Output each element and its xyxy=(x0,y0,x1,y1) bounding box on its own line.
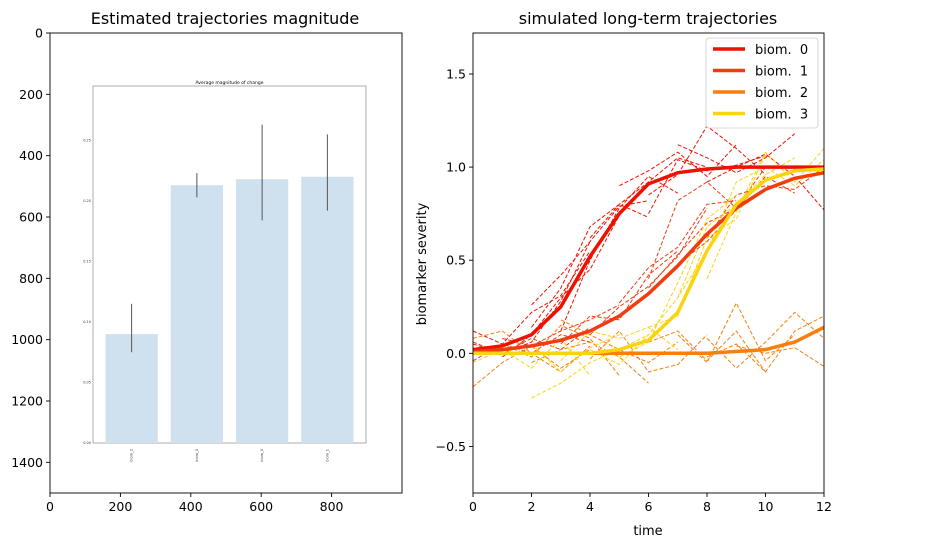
inset-bar xyxy=(301,176,354,444)
right-x-ticks: 0 2 4 6 8 10 12 xyxy=(469,493,832,514)
legend-label: biom. 3 xyxy=(755,108,808,123)
x-tick-label: 2 xyxy=(528,499,536,514)
inset-bar xyxy=(170,185,223,444)
series-line xyxy=(473,170,824,354)
sample-trajectory xyxy=(648,155,766,214)
sample-trajectory xyxy=(618,200,737,304)
sample-trajectory xyxy=(706,159,824,252)
sample-trajectory xyxy=(589,207,708,336)
inset-y-tick-label: 0.25 xyxy=(83,139,91,143)
legend-items: biom. 0 biom. 1 biom. 2 biom. 3 xyxy=(713,43,808,123)
inset-bar-chart: Average magnitude of change 0.00 0.05 0.10… xyxy=(83,80,367,462)
legend-box xyxy=(705,37,819,129)
x-tick-label: 200 xyxy=(108,499,132,514)
y-axis-label: biomarker severity xyxy=(415,202,430,325)
series-line xyxy=(473,167,824,356)
x-tick-label: 6 xyxy=(645,499,653,514)
x-tick-label: 0 xyxy=(46,499,54,514)
y-tick-label: 0 xyxy=(35,26,43,41)
y-tick-label: 1000 xyxy=(11,332,43,347)
inset-x-label: biom_1 xyxy=(325,449,329,462)
y-tick-label: 1.0 xyxy=(446,160,466,175)
y-tick-label: 600 xyxy=(19,210,43,225)
sample-trajectory xyxy=(473,345,591,388)
inset-error-bars xyxy=(131,124,328,353)
x-tick-label: 4 xyxy=(586,499,594,514)
inset-x-label: biom_0 xyxy=(260,449,264,462)
x-tick-label: 12 xyxy=(816,499,832,514)
x-tick-label: 800 xyxy=(320,499,344,514)
inset-title: Average magnitude of change xyxy=(195,80,263,86)
sample-trajectory xyxy=(560,250,679,345)
right-y-ticks: −0.5 0.0 0.5 1.0 1.5 xyxy=(436,66,473,454)
x-tick-label: 600 xyxy=(249,499,273,514)
inset-bars xyxy=(105,176,354,444)
sample-trajectory xyxy=(501,215,620,358)
sample-trajectory xyxy=(677,133,796,174)
inset-bar xyxy=(236,179,289,443)
sample-trajectory xyxy=(619,144,737,187)
inset-x-label: biom_3 xyxy=(195,449,199,462)
legend-label: biom. 1 xyxy=(755,65,808,80)
y-tick-label: 1.5 xyxy=(446,66,466,81)
y-tick-label: 1200 xyxy=(11,394,43,409)
sample-trajectory xyxy=(677,157,796,298)
legend: biom. 0 biom. 1 biom. 2 biom. 3 xyxy=(705,37,819,129)
legend-label: biom. 0 xyxy=(755,43,808,58)
sample-trajectory xyxy=(560,326,679,362)
sample-trajectory xyxy=(706,315,824,373)
x-tick-label: 0 xyxy=(469,499,477,514)
left-y-ticks: 0 200 400 600 800 1000 1200 1400 xyxy=(11,26,50,470)
sample-trajectory xyxy=(706,148,824,280)
sample-trajectory xyxy=(502,304,620,347)
y-tick-label: 800 xyxy=(19,271,43,286)
legend-label: biom. 2 xyxy=(755,86,808,101)
inset-y-tick-label: 0.05 xyxy=(83,381,91,385)
left-axes: Estimated trajectories magnitude Average… xyxy=(11,9,403,514)
sample-trajectory xyxy=(531,334,649,399)
sample-trajectory xyxy=(706,311,824,369)
y-tick-label: 1400 xyxy=(11,455,43,470)
inset-y-tick-label: 0.15 xyxy=(83,260,91,264)
sample-trajectory xyxy=(560,175,679,332)
series-line xyxy=(473,165,824,352)
sample-trajectory xyxy=(589,250,708,366)
inset-x-label: biom_2 xyxy=(130,449,134,462)
sample-trajectory xyxy=(531,200,649,306)
y-tick-label: 400 xyxy=(19,148,43,163)
sample-trajectory xyxy=(706,153,824,211)
y-tick-label: 200 xyxy=(19,87,43,102)
inset-y-tick-label: 0.10 xyxy=(83,320,91,324)
right-title: simulated long-term trajectories xyxy=(519,9,778,28)
inset-y-ticks: 0.00 0.05 0.10 0.15 0.20 0.25 xyxy=(83,139,91,446)
x-tick-label: 400 xyxy=(179,499,203,514)
y-tick-label: 0.5 xyxy=(446,253,466,268)
x-tick-label: 8 xyxy=(703,499,711,514)
inset-bar xyxy=(105,334,158,443)
right-axes: simulated long-term trajectories 0 2 4 6 8 10… xyxy=(415,9,832,539)
sample-trajectory xyxy=(648,330,766,373)
inset-y-tick-label: 0.00 xyxy=(83,441,91,445)
inset-x-labels: biom_2 biom_3 biom_0 biom_1 xyxy=(130,449,330,462)
x-tick-label: 10 xyxy=(758,499,774,514)
left-title: Estimated trajectories magnitude xyxy=(91,9,360,28)
inset-y-tick-label: 0.20 xyxy=(83,199,91,203)
mean-trajectories xyxy=(473,165,824,356)
sample-trajectory xyxy=(619,194,737,358)
left-x-ticks: 0 200 400 600 800 xyxy=(46,493,344,514)
sample-trajectory xyxy=(560,319,679,364)
y-tick-label: 0.0 xyxy=(446,346,466,361)
y-tick-label: −0.5 xyxy=(436,439,466,454)
sample-trajectory xyxy=(531,203,649,328)
x-axis-label: time xyxy=(633,524,662,539)
